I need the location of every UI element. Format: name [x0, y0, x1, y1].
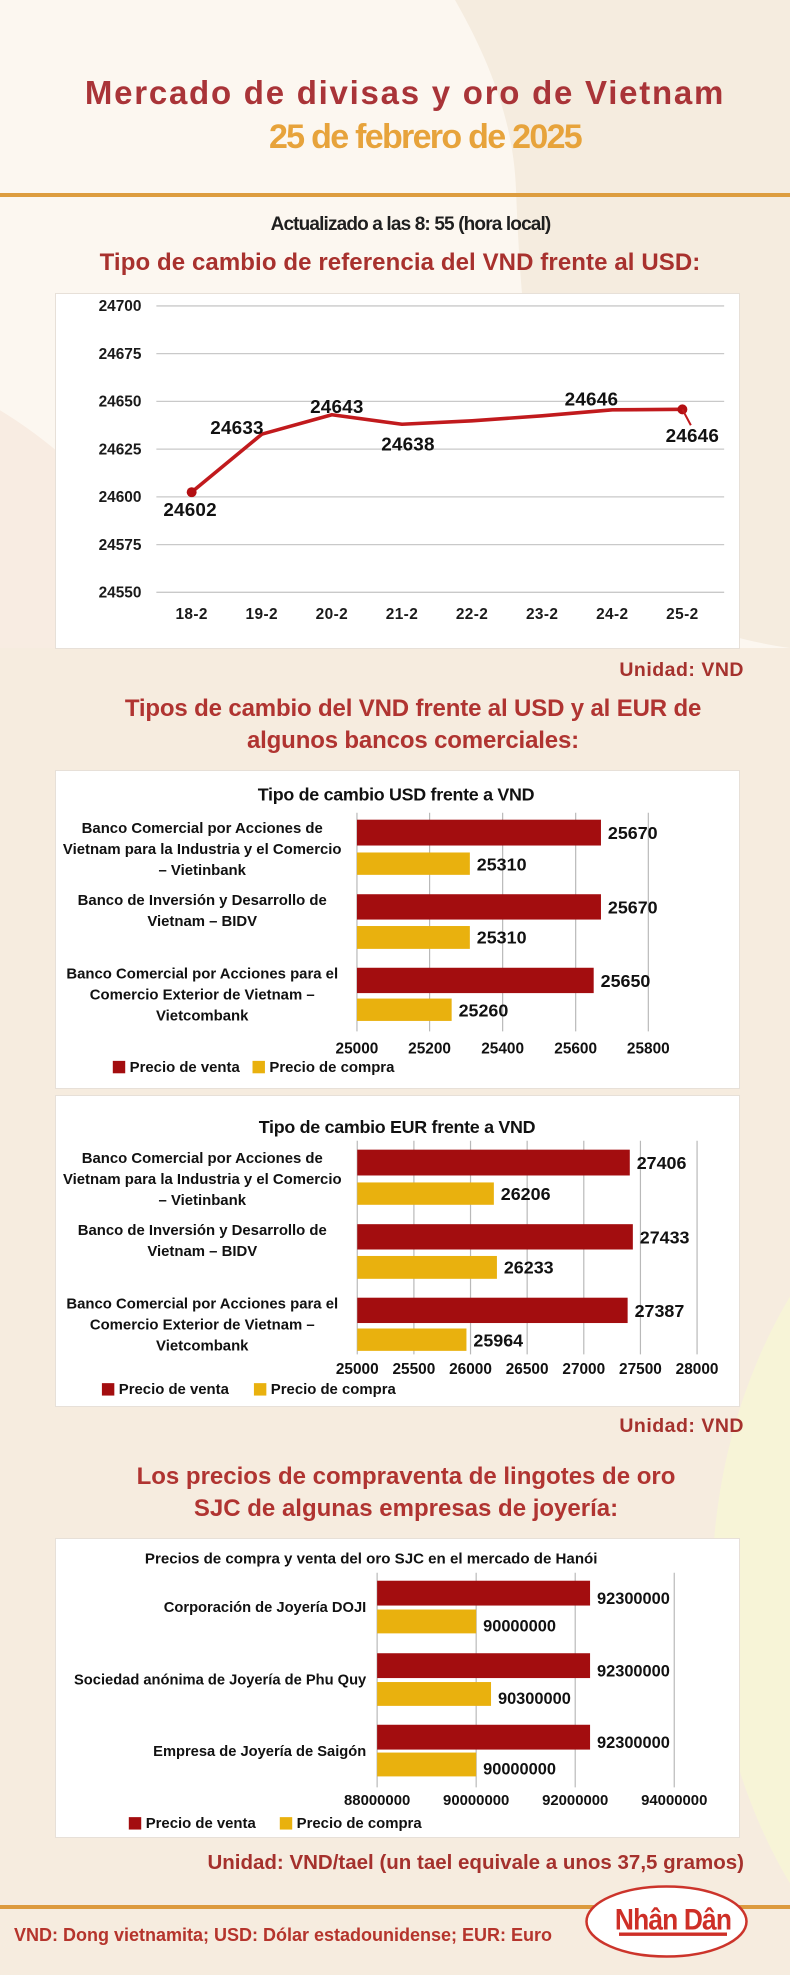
svg-text:Tipo de cambio USD frente a VN: Tipo de cambio USD frente a VND [258, 784, 535, 804]
svg-text:24638: 24638 [381, 435, 434, 456]
svg-text:24-2: 24-2 [596, 606, 628, 623]
svg-text:Banco Comercial por Acciones p: Banco Comercial por Acciones para el [66, 967, 338, 983]
svg-text:25260: 25260 [459, 1000, 509, 1020]
svg-text:92300000: 92300000 [597, 1734, 670, 1752]
svg-text:27433: 27433 [640, 1227, 690, 1247]
svg-text:Precio de venta: Precio de venta [146, 1816, 257, 1832]
svg-text:25650: 25650 [601, 971, 651, 991]
svg-text:28000: 28000 [676, 1361, 719, 1378]
svg-text:– Vietinbank: – Vietinbank [159, 863, 247, 879]
svg-text:24646: 24646 [565, 389, 618, 410]
svg-text:27500: 27500 [619, 1361, 662, 1378]
svg-text:27387: 27387 [635, 1301, 685, 1321]
svg-text:24575: 24575 [99, 537, 142, 554]
svg-text:22-2: 22-2 [456, 606, 488, 623]
svg-text:24600: 24600 [99, 489, 142, 506]
svg-text:Vietcombank: Vietcombank [156, 1009, 249, 1025]
svg-text:26000: 26000 [449, 1361, 492, 1378]
svg-text:25200: 25200 [408, 1040, 451, 1057]
svg-text:26206: 26206 [501, 1184, 551, 1204]
svg-text:26233: 26233 [504, 1258, 554, 1278]
svg-text:27406: 27406 [637, 1153, 687, 1173]
svg-text:Precios de compra y venta del: Precios de compra y venta del oro SJC en… [145, 1550, 598, 1567]
svg-text:Banco Comercial por Acciones p: Banco Comercial por Acciones para el [66, 1297, 338, 1313]
svg-text:88000000: 88000000 [344, 1793, 410, 1809]
svg-text:Banco Comercial por Acciones d: Banco Comercial por Acciones de [82, 1151, 323, 1167]
svg-text:Vietnam para la Industria y el: Vietnam para la Industria y el Comercio [63, 842, 342, 858]
svg-text:18-2: 18-2 [175, 606, 207, 623]
svg-text:Sociedad anónima de Joyería de: Sociedad anónima de Joyería de Phu Quy [74, 1672, 367, 1688]
svg-text:Vietcombank: Vietcombank [156, 1339, 249, 1355]
svg-text:24700: 24700 [99, 298, 142, 315]
svg-text:24602: 24602 [163, 500, 216, 521]
svg-text:92000000: 92000000 [542, 1793, 608, 1809]
svg-text:25400: 25400 [481, 1040, 524, 1057]
svg-text:21-2: 21-2 [386, 606, 418, 623]
svg-text:Precio de compra: Precio de compra [271, 1382, 397, 1398]
svg-text:90000000: 90000000 [483, 1618, 556, 1636]
svg-text:Banco de Inversión y Desarroll: Banco de Inversión y Desarrollo de [78, 893, 327, 909]
svg-text:Vietnam – BIDV: Vietnam – BIDV [147, 914, 257, 930]
svg-text:Precio de compra: Precio de compra [269, 1060, 395, 1076]
svg-text:25670: 25670 [608, 898, 658, 918]
svg-text:Comercio Exterior de Vietnam –: Comercio Exterior de Vietnam – [90, 1318, 315, 1334]
svg-text:24625: 24625 [99, 441, 142, 458]
svg-text:94000000: 94000000 [641, 1793, 707, 1809]
svg-text:20-2: 20-2 [316, 606, 348, 623]
svg-text:Precio de venta: Precio de venta [130, 1060, 241, 1076]
svg-text:25670: 25670 [608, 823, 658, 843]
svg-text:92300000: 92300000 [597, 1590, 670, 1608]
svg-text:25-2: 25-2 [666, 606, 698, 623]
svg-text:24643: 24643 [310, 397, 363, 418]
svg-text:– Vietinbank: – Vietinbank [159, 1193, 247, 1209]
svg-text:Vietnam – BIDV: Vietnam – BIDV [147, 1244, 257, 1260]
svg-text:Banco de Inversión y Desarroll: Banco de Inversión y Desarrollo de [78, 1223, 327, 1239]
svg-text:19-2: 19-2 [246, 606, 278, 623]
svg-text:25310: 25310 [477, 928, 527, 948]
svg-text:25964: 25964 [473, 1330, 523, 1350]
svg-text:24633: 24633 [210, 418, 263, 439]
svg-text:25000: 25000 [336, 1040, 379, 1057]
svg-text:Comercio Exterior de Vietnam –: Comercio Exterior de Vietnam – [90, 988, 315, 1004]
svg-text:Nhân Dân: Nhân Dân [615, 1902, 731, 1936]
svg-text:25500: 25500 [392, 1361, 435, 1378]
svg-text:26500: 26500 [506, 1361, 549, 1378]
svg-text:27000: 27000 [562, 1361, 605, 1378]
svg-text:90000000: 90000000 [483, 1761, 556, 1779]
svg-text:90300000: 90300000 [498, 1690, 571, 1708]
svg-text:90000000: 90000000 [443, 1793, 509, 1809]
svg-text:Tipo de cambio EUR frente a VN: Tipo de cambio EUR frente a VND [259, 1117, 536, 1137]
svg-text:92300000: 92300000 [597, 1662, 670, 1680]
svg-text:Banco Comercial por Acciones d: Banco Comercial por Acciones de [82, 821, 323, 837]
svg-text:25600: 25600 [554, 1040, 597, 1057]
svg-text:24675: 24675 [99, 346, 142, 363]
svg-text:Vietnam para la Industria y el: Vietnam para la Industria y el Comercio [63, 1172, 342, 1188]
svg-text:Empresa de Joyería de Saigón: Empresa de Joyería de Saigón [153, 1744, 366, 1760]
svg-text:25310: 25310 [477, 854, 527, 874]
svg-text:Precio de compra: Precio de compra [297, 1816, 423, 1832]
svg-text:24550: 24550 [99, 585, 142, 602]
svg-text:24650: 24650 [99, 394, 142, 411]
svg-text:25000: 25000 [336, 1361, 379, 1378]
svg-text:24646: 24646 [666, 426, 719, 447]
svg-text:23-2: 23-2 [526, 606, 558, 623]
svg-text:Precio de venta: Precio de venta [119, 1382, 230, 1398]
svg-text:25800: 25800 [627, 1040, 670, 1057]
svg-text:Corporación de Joyería DOJI: Corporación de Joyería DOJI [164, 1600, 366, 1616]
